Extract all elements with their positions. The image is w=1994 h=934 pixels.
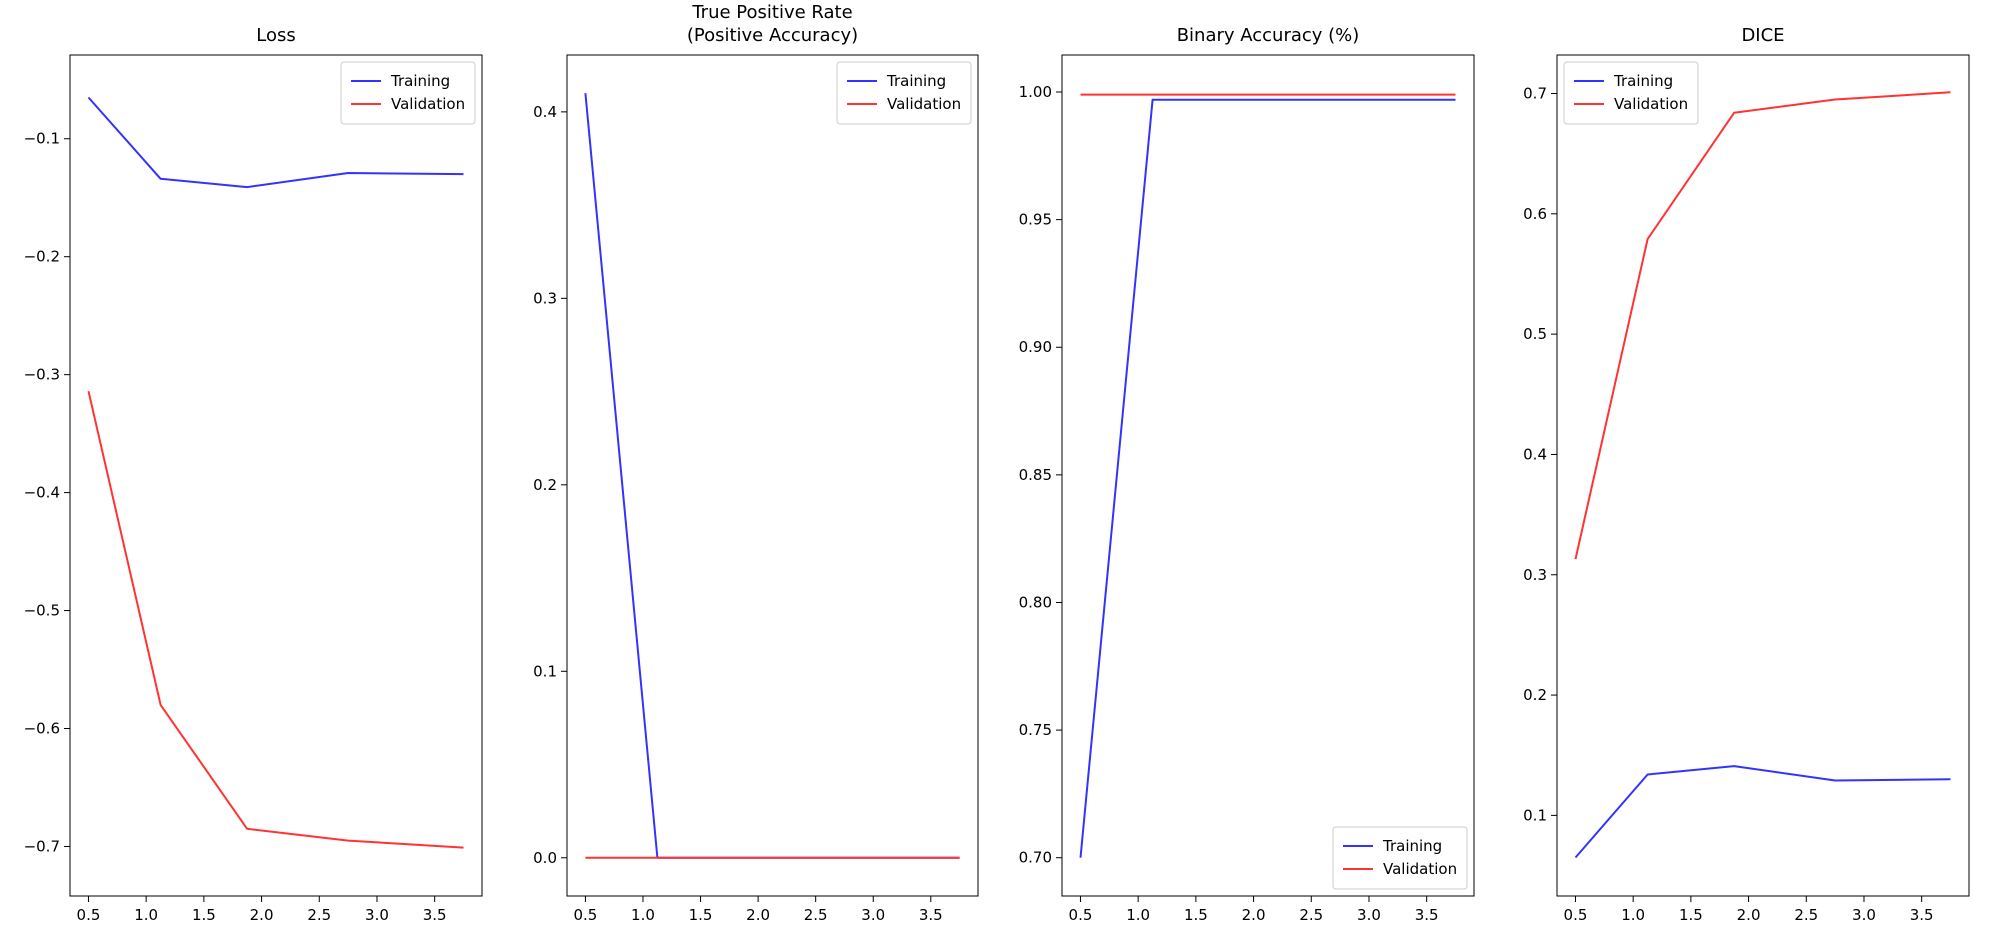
- y-tick-label: 0.4: [1523, 445, 1547, 463]
- chart-title: Binary Accuracy (%): [1177, 25, 1360, 46]
- legend-label-validation: Validation: [391, 95, 465, 113]
- y-tick-label: −0.4: [24, 484, 60, 502]
- legend-box: [836, 61, 972, 125]
- axes-frame: [1556, 54, 1970, 897]
- x-tick-label: 1.0: [631, 906, 655, 924]
- legend-box: [340, 61, 476, 125]
- x-tick-label: 1.0: [134, 906, 158, 924]
- x-tick-label: 2.0: [1242, 906, 1266, 924]
- chart-panel-1: Loss 0.5 1.0 1.5 2.0 2.5 3.0 3.5 −0.1 −0.2 −0.3 −0.…: [24, 25, 483, 924]
- y-tick-label: −0.5: [24, 602, 60, 620]
- y-tick-label: 0.3: [533, 289, 557, 307]
- y-tick-label: 0.85: [1019, 466, 1052, 484]
- y-tick-label: 1.00: [1019, 83, 1052, 101]
- y-tick-label: 0.0: [533, 849, 557, 867]
- x-tick-label: 3.0: [1357, 906, 1381, 924]
- series-line-validation: [87, 390, 464, 849]
- chart-panel-2: True Positive Rate(Positive Accuracy) 0.5…: [533, 2, 979, 924]
- x-tick-label: 2.5: [804, 906, 828, 924]
- legend-label-training: Training: [1613, 72, 1673, 90]
- x-tick-label: 2.5: [1299, 906, 1323, 924]
- x-tick-label: 1.5: [689, 906, 713, 924]
- chart-panel-3: Binary Accuracy (%) 0.5 1.0 1.5 2.0 2.5 3.0 3.5…: [1019, 25, 1475, 924]
- x-tick-label: 1.0: [1126, 906, 1150, 924]
- legend: Training Validation: [1563, 61, 1699, 125]
- legend-label-training: Training: [390, 72, 450, 90]
- y-tick-label: 0.3: [1523, 566, 1547, 584]
- x-tick-label: 0.5: [1069, 906, 1093, 924]
- legend-box: [1563, 61, 1699, 125]
- x-tick-label: 2.0: [746, 906, 770, 924]
- legend: Training Validation: [340, 61, 476, 125]
- x-tick-label: 1.5: [1679, 906, 1703, 924]
- y-tick-label: 0.1: [1523, 806, 1547, 824]
- y-tick-label: −0.1: [24, 130, 60, 148]
- chart-panel-4: DICE 0.5 1.0 1.5 2.0 2.5 3.0 3.5 0.7 0.6 0.5 0.4 0.3…: [1523, 25, 1970, 924]
- axes-frame: [1061, 54, 1475, 897]
- chart-title: Loss: [256, 25, 295, 46]
- legend-label-training: Training: [1382, 837, 1442, 855]
- x-tick-label: 3.0: [365, 906, 389, 924]
- x-tick-label: 3.5: [1910, 906, 1934, 924]
- axes-frame: [69, 54, 483, 897]
- x-tick-label: 0.5: [1564, 906, 1588, 924]
- x-tick-label: 1.0: [1621, 906, 1645, 924]
- x-tick-label: 1.5: [192, 906, 216, 924]
- y-tick-label: 0.4: [533, 103, 557, 121]
- legend-label-validation: Validation: [1383, 860, 1457, 878]
- chart-title: True Positive Rate: [691, 2, 852, 23]
- y-tick-label: −0.7: [24, 837, 60, 855]
- y-tick-label: 0.90: [1019, 338, 1052, 356]
- x-tick-label: 3.5: [919, 906, 943, 924]
- x-tick-label: 0.5: [573, 906, 597, 924]
- x-tick-label: 3.5: [1415, 906, 1439, 924]
- series-line-training: [87, 96, 464, 189]
- y-tick-label: −0.6: [24, 720, 60, 738]
- legend: Training Validation: [836, 61, 972, 125]
- y-tick-label: 0.2: [533, 476, 557, 494]
- x-tick-label: 3.5: [423, 906, 447, 924]
- y-tick-label: 0.1: [533, 662, 557, 680]
- x-tick-label: 2.0: [1737, 906, 1761, 924]
- series-line-training: [1574, 765, 1951, 859]
- axes-frame: [566, 54, 979, 897]
- y-tick-label: −0.3: [24, 366, 60, 384]
- x-tick-label: 0.5: [77, 906, 101, 924]
- x-tick-label: 1.5: [1184, 906, 1208, 924]
- y-tick-label: 0.70: [1019, 849, 1052, 867]
- y-tick-label: 0.95: [1019, 211, 1052, 229]
- chart-title: DICE: [1741, 25, 1784, 46]
- x-tick-label: 2.5: [307, 906, 331, 924]
- y-tick-label: 0.80: [1019, 593, 1052, 611]
- legend: Training Validation: [1332, 826, 1468, 890]
- y-tick-label: 0.2: [1523, 686, 1547, 704]
- y-tick-label: 0.7: [1523, 85, 1547, 103]
- y-tick-label: 0.75: [1019, 721, 1052, 739]
- series-line-training: [584, 93, 960, 859]
- y-tick-label: 0.5: [1523, 325, 1547, 343]
- y-tick-label: −0.2: [24, 248, 60, 266]
- legend-label-validation: Validation: [1614, 95, 1688, 113]
- series-line-training: [1079, 98, 1456, 858]
- legend-label-training: Training: [886, 72, 946, 90]
- chart-title: (Positive Accuracy): [687, 25, 858, 46]
- x-tick-label: 2.5: [1794, 906, 1818, 924]
- legend-box: [1332, 826, 1468, 890]
- x-tick-label: 3.0: [1852, 906, 1876, 924]
- x-tick-label: 3.0: [861, 906, 885, 924]
- x-tick-label: 2.0: [250, 906, 274, 924]
- legend-label-validation: Validation: [887, 95, 961, 113]
- series-line-validation: [1574, 91, 1951, 560]
- y-tick-label: 0.6: [1523, 205, 1547, 223]
